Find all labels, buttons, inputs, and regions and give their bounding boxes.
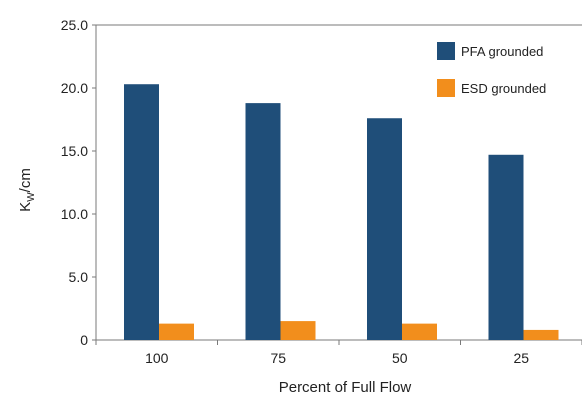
y-axis-title-main: K [17, 202, 34, 212]
y-axis-title-sub: W [26, 192, 37, 202]
bar-esd-50 [402, 323, 437, 340]
y-tick-label: 15.0 [61, 143, 88, 159]
x-tick-label: 50 [392, 350, 408, 366]
legend-label: ESD grounded [461, 81, 546, 96]
bar-pfa-25 [488, 154, 524, 340]
y-axis-title: KW/cm [17, 168, 37, 212]
legend-swatch [437, 79, 455, 97]
bars [124, 84, 559, 341]
bar-esd-75 [280, 321, 316, 340]
x-axis-title: Percent of Full Flow [279, 379, 412, 396]
y-axis: 25.0 20.0 15.0 10.0 5.0 0 [61, 17, 96, 348]
x-axis: 100 75 50 25 [95, 340, 582, 366]
y-tick-label: 25.0 [61, 17, 88, 33]
y-tick-label: 10.0 [61, 206, 88, 222]
x-tick-label: 25 [513, 350, 529, 366]
legend: PFA grounded ESD grounded [437, 42, 546, 97]
x-tick-label: 100 [145, 350, 169, 366]
bar-esd-25 [523, 329, 559, 340]
bar-pfa-50 [367, 118, 402, 341]
bar-esd-100 [159, 323, 194, 340]
legend-label: PFA grounded [461, 44, 543, 59]
y-axis-title-rest: /cm [17, 168, 34, 192]
y-tick-label: 5.0 [69, 269, 89, 285]
bar-pfa-75 [245, 103, 281, 341]
legend-swatch [437, 42, 455, 60]
x-tick-label: 75 [270, 350, 286, 366]
y-tick-label: 20.0 [61, 80, 88, 96]
y-tick-label: 0 [80, 332, 88, 348]
bar-pfa-100 [124, 84, 159, 340]
